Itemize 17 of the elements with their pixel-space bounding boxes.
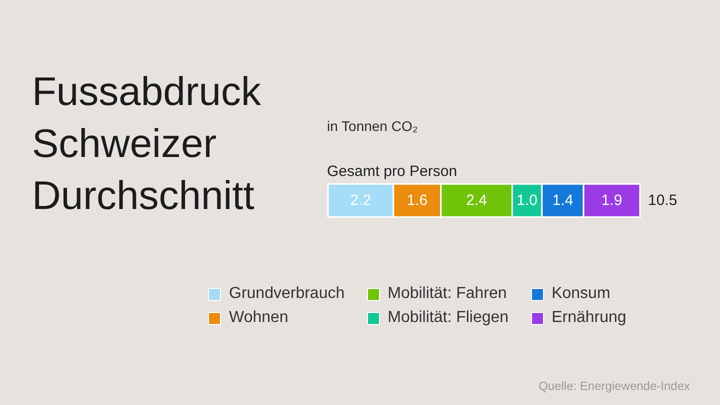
chart-subtitle: in Tonnen CO₂ [327,118,418,134]
data-label: 2.4 [466,192,487,209]
legend-label: Ernährung [552,309,626,327]
chart-title: Fussabdruck Schweizer Durchschnitt [32,69,262,220]
legend-label: Wohnen [229,309,288,327]
y-tick-label: Gesamt pro Person [327,163,458,180]
total-label: 10.5 [648,192,678,209]
data-label: 1.6 [406,192,428,209]
data-label: 1.4 [552,192,574,209]
legend-label: Mobilität: Fahren [388,285,507,303]
legend-label: Konsum [552,285,610,303]
data-label: 2.2 [350,192,372,209]
legend-label: Mobilität: Fliegen [388,309,509,327]
source-note: Quelle: Energiewende-Index [538,379,690,393]
data-label: 1.9 [601,192,622,209]
data-label: 1.0 [516,192,538,209]
legend-label: Grundverbrauch [229,285,345,303]
